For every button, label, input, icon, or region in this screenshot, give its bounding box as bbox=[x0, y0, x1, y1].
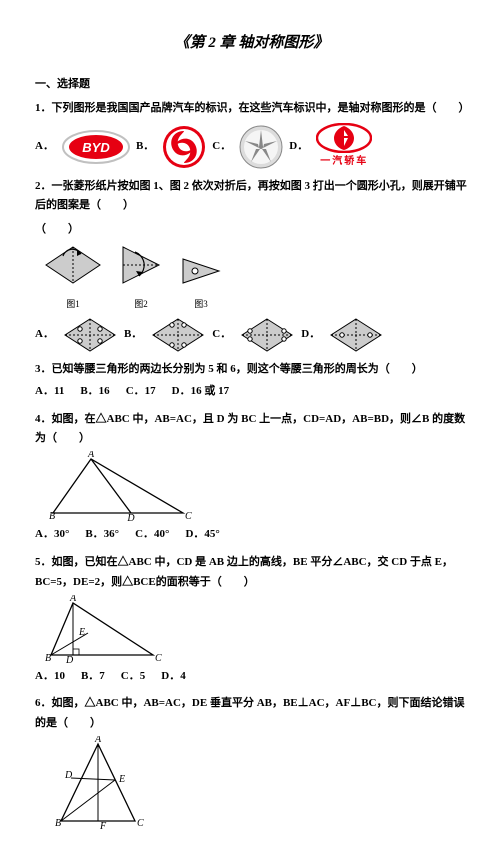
q1-text: 1．下列图形是我国国产品牌汽车的标识，在这些汽车标识中，是轴对称图形的是（ ） bbox=[35, 99, 468, 119]
q1-c-label: C． bbox=[212, 137, 231, 157]
q6-text: 6．如图，△ABC 中，AB=AC，DE 垂直平分 AB，BE⊥AC，AF⊥BC… bbox=[35, 694, 468, 734]
q2-options: A． B． C． D． bbox=[35, 316, 468, 354]
q2-c-label: C． bbox=[212, 325, 231, 345]
svg-text:B: B bbox=[45, 653, 51, 664]
q4-fig: A B D C bbox=[43, 451, 193, 523]
q2-a-label: A． bbox=[35, 325, 54, 345]
q6-fig: A B C D E F bbox=[43, 736, 153, 831]
q5-b: B．7 bbox=[81, 667, 105, 687]
q4-d: D．45° bbox=[185, 525, 219, 545]
q2-fig3: 图3 bbox=[179, 256, 223, 312]
q4-c: C．40° bbox=[135, 525, 169, 545]
page-title: 《第 2 章 轴对称图形》 bbox=[35, 30, 468, 57]
svg-text:BYD: BYD bbox=[82, 140, 110, 155]
q3-b: B．16 bbox=[80, 382, 109, 402]
q2-text: 2．一张菱形纸片按如图 1、图 2 依次对折后，再按如图 3 打出一个圆形小孔，… bbox=[35, 177, 468, 217]
q2-fig1: 图1 bbox=[43, 244, 103, 312]
q3-d: D．16 或 17 bbox=[172, 382, 229, 402]
q5-a: A．10 bbox=[35, 667, 65, 687]
q4-b: B．36° bbox=[85, 525, 119, 545]
svg-text:F: F bbox=[99, 821, 107, 831]
q1-a-label: A． bbox=[35, 137, 54, 157]
faw-text: 一汽轿车 bbox=[320, 153, 368, 171]
q1-options: A． BYD B． C． D． bbox=[35, 123, 468, 171]
svg-text:C: C bbox=[137, 818, 144, 829]
q1-d-label: D． bbox=[289, 137, 308, 157]
q2-opt-b bbox=[150, 316, 206, 354]
logo-byd: BYD bbox=[62, 130, 130, 164]
svg-text:D: D bbox=[126, 513, 135, 523]
q2-fig2: 图2 bbox=[117, 244, 165, 312]
q2-opt-a bbox=[62, 316, 118, 354]
svg-text:A: A bbox=[69, 595, 77, 604]
svg-text:C: C bbox=[155, 653, 162, 664]
svg-text:E: E bbox=[78, 627, 85, 638]
logo-jac bbox=[239, 125, 283, 169]
svg-text:D: D bbox=[65, 655, 74, 665]
q3-a: A．11 bbox=[35, 382, 64, 402]
q4-text: 4．如图，在△ABC 中，AB=AC，且 D 为 BC 上一点，CD=AD，AB… bbox=[35, 410, 468, 450]
svg-text:B: B bbox=[49, 511, 55, 522]
q2-b-label: B． bbox=[124, 325, 142, 345]
q5-text: 5．如图，已知在△ABC 中，CD 是 AB 边上的高线，BE 平分∠ABC，交… bbox=[35, 553, 468, 593]
svg-text:B: B bbox=[55, 818, 61, 829]
q2-figs: 图1 图2 图3 bbox=[43, 244, 468, 312]
q5-c: C．5 bbox=[121, 667, 145, 687]
q4-opts: A．30° B．36° C．40° D．45° bbox=[35, 525, 468, 545]
q2-fig2-cap: 图2 bbox=[117, 296, 165, 312]
q5-opts: A．10 B．7 C．5 D．4 bbox=[35, 667, 468, 687]
q3-opts: A．11 B．16 C．17 D．16 或 17 bbox=[35, 382, 468, 402]
svg-text:D: D bbox=[64, 770, 73, 781]
svg-text:E: E bbox=[118, 774, 125, 785]
logo-dongfeng bbox=[162, 125, 206, 169]
q5-d: D．4 bbox=[161, 667, 185, 687]
q4-a: A．30° bbox=[35, 525, 69, 545]
svg-text:A: A bbox=[87, 451, 95, 460]
q3-c: C．17 bbox=[126, 382, 156, 402]
q2-opt-c bbox=[239, 316, 295, 354]
q1-b-label: B． bbox=[136, 137, 154, 157]
q2-fig3-cap: 图3 bbox=[179, 296, 223, 312]
svg-text:C: C bbox=[185, 511, 192, 522]
q3-text: 3．已知等腰三角形的两边长分别为 5 和 6，则这个等腰三角形的周长为（ ） bbox=[35, 360, 468, 380]
q5-fig: A B C D E bbox=[43, 595, 163, 665]
logo-faw: 一汽轿车 bbox=[316, 123, 372, 171]
q2-opt-d bbox=[328, 316, 384, 354]
section-heading: 一、选择题 bbox=[35, 75, 468, 95]
svg-text:A: A bbox=[94, 736, 102, 745]
q2-paren: （ ） bbox=[35, 220, 468, 240]
q2-fig1-cap: 图1 bbox=[43, 296, 103, 312]
q2-d-label: D． bbox=[301, 325, 320, 345]
